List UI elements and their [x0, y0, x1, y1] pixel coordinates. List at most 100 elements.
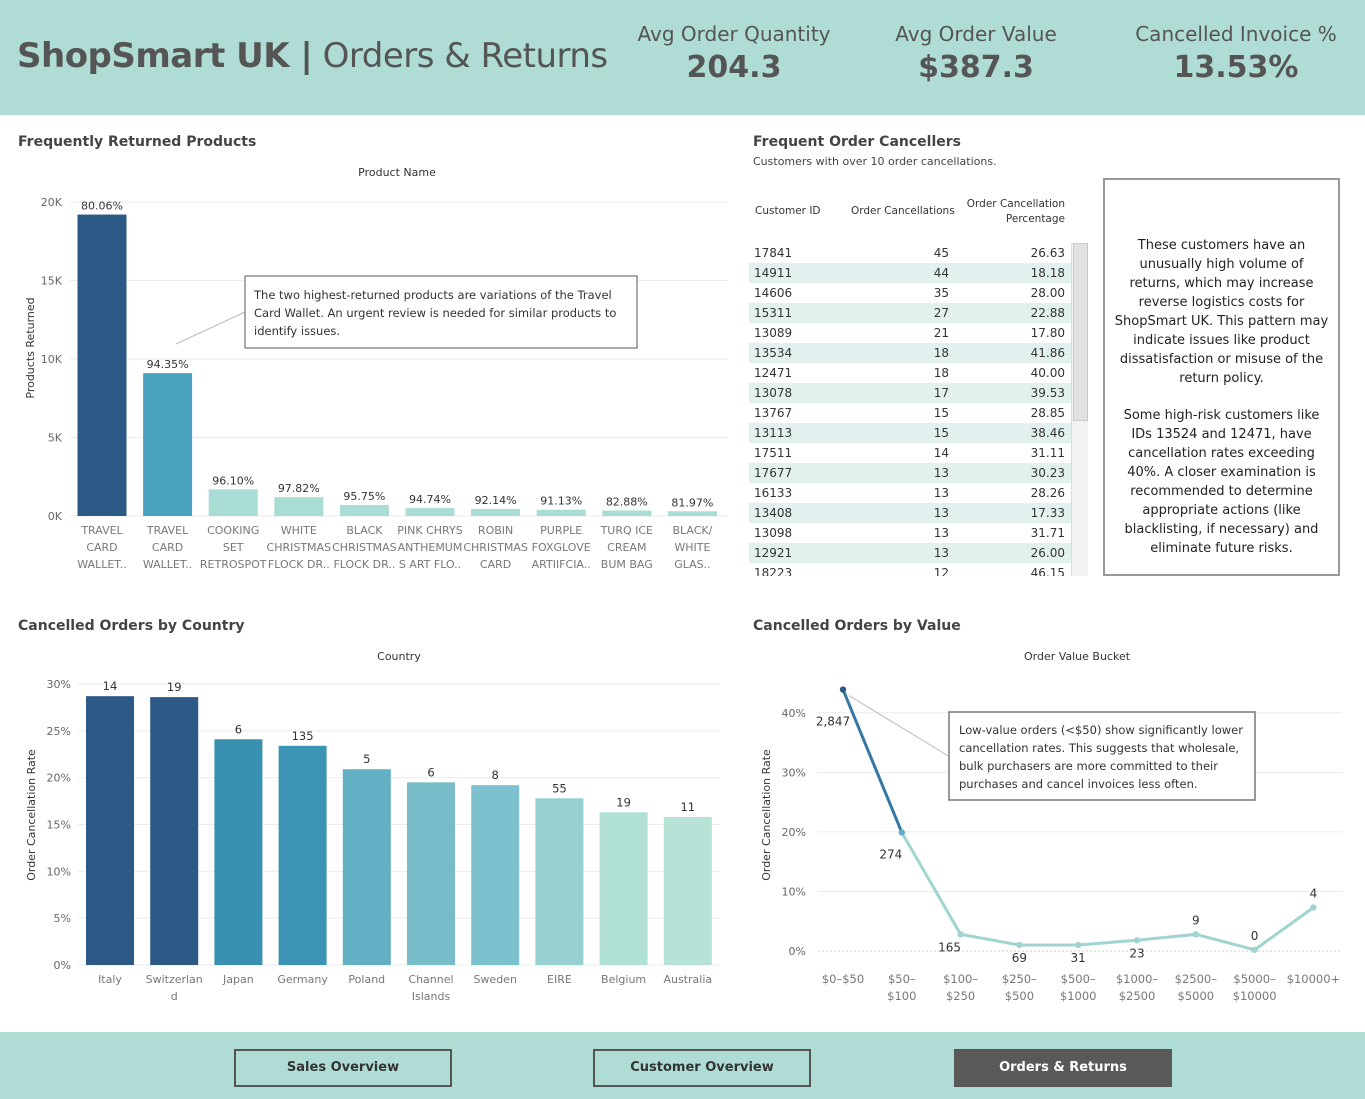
- bar: [535, 798, 584, 965]
- footer-nav: Sales Overview Customer Overview Orders …: [0, 1032, 1365, 1099]
- cell-customer-id: 15311: [754, 306, 793, 320]
- x-tick-label: TRAVEL CARD WALLET..: [77, 524, 126, 571]
- annotation-leader: [848, 695, 951, 758]
- bar: [274, 497, 324, 516]
- value-chart: Order Value Bucket Order Cancellation Rat…: [760, 650, 1342, 1003]
- y-tick-label: 30%: [47, 678, 71, 691]
- x-tick-label: Belgium: [601, 973, 646, 986]
- cell-cancellation-pct: 17.80: [1030, 326, 1065, 340]
- annotation-box: [948, 711, 1256, 801]
- data-label: 23: [1129, 946, 1144, 960]
- scrollbar-thumb[interactable]: [1073, 243, 1088, 421]
- cell-cancellation-pct: 28.00: [1030, 286, 1065, 300]
- cell-customer-id: 13113: [754, 426, 793, 440]
- cell-customer-id: 17677: [754, 466, 793, 480]
- cell-cancellation-pct: 31.11: [1030, 446, 1065, 460]
- cell-cancellation-pct: 38.46: [1030, 426, 1065, 440]
- cell-cancellations: 45: [933, 246, 949, 260]
- line-segment: [1076, 938, 1139, 947]
- cell-cancellation-pct: 18.18: [1030, 266, 1065, 280]
- data-label: 91.13%: [540, 495, 582, 508]
- line-segment: [1135, 932, 1198, 942]
- annotation-leader: [175, 311, 246, 345]
- y-tick-label: 20%: [47, 772, 71, 785]
- bar: [471, 785, 520, 965]
- x-tick-label: COOKING SET RETROSPOT: [200, 524, 267, 571]
- y-tick-label: 20%: [782, 826, 806, 839]
- y-tick-label: 5K: [48, 432, 63, 445]
- bar: [150, 697, 199, 965]
- x-tick-label: EIRE: [547, 973, 572, 986]
- returned-products-chart: Product Name Products Returned 0K 5K 10K 15K 2…: [24, 166, 728, 571]
- y-tick-label: 25%: [47, 725, 71, 738]
- table-scrollbar[interactable]: [1071, 243, 1088, 576]
- table-row: 13089 21 17.80: [749, 323, 1071, 343]
- data-label: 4: [1310, 887, 1318, 901]
- data-label: 96.10%: [212, 474, 254, 487]
- line-segment: [959, 932, 1021, 947]
- cell-customer-id: 12471: [754, 366, 793, 380]
- line-segment: [1253, 906, 1315, 952]
- x-tick-label: $2500– $5000: [1175, 972, 1218, 1003]
- cell-cancellations: 12: [933, 566, 949, 576]
- cell-cancellations: 18: [933, 346, 949, 360]
- cancellers-table: 17841 45 26.63 14911 44 18.18 14606 35 28.00 1531…: [749, 243, 1071, 576]
- data-point: [898, 829, 905, 836]
- table-row: 13113 15 38.46: [749, 423, 1071, 443]
- bar: [602, 510, 652, 516]
- table-row: 18223 12 46.15: [749, 563, 1071, 576]
- cell-customer-id: 13078: [754, 386, 793, 400]
- table-row: 13534 18 41.86: [749, 343, 1071, 363]
- cell-cancellations: 44: [933, 266, 949, 280]
- data-label: 97.82%: [278, 482, 320, 495]
- data-label: 14: [103, 679, 118, 693]
- data-point: [1310, 904, 1317, 911]
- data-label: 6: [235, 722, 242, 736]
- x-tick-label: TURQ ICE CREAM BUM BAG: [600, 524, 653, 571]
- cancellers-title: Frequent Order Cancellers: [753, 134, 961, 150]
- data-label: 9: [1192, 913, 1200, 927]
- x-tick-label: Switzerlan d: [146, 973, 203, 1003]
- x-tick-label: PURPLE FOXGLOVE ARTIIFCIA..: [532, 524, 591, 571]
- data-label: 94.74%: [409, 493, 451, 506]
- y-tick-label: 20K: [41, 196, 63, 209]
- col-header-cancellations: Order Cancellations: [851, 205, 955, 217]
- data-label: 82.88%: [606, 496, 648, 509]
- y-tick-label: 40%: [782, 707, 806, 720]
- x-tick-label: $500– $1000: [1060, 972, 1097, 1003]
- data-label: 80.06%: [81, 200, 123, 213]
- x-tick-label: PINK CHRYS ANTHEMUM S ART FLO..: [397, 524, 462, 571]
- nav-sales-overview-button[interactable]: Sales Overview: [234, 1049, 452, 1087]
- table-row: 17841 45 26.63: [749, 243, 1071, 263]
- title-section: Orders & Returns: [312, 36, 609, 76]
- y-axis-title: Order Cancellation Rate: [760, 749, 773, 881]
- bar: [599, 812, 648, 965]
- data-label: 55: [552, 781, 567, 795]
- x-tick-label: Japan: [222, 973, 254, 986]
- table-row: 14606 35 28.00: [749, 283, 1071, 303]
- data-label: 165: [938, 940, 961, 954]
- x-tick-label: BLACK/WHITE GLAS..: [672, 524, 712, 571]
- x-tick-label: $0–$50: [822, 972, 864, 986]
- cell-customer-id: 18223: [754, 566, 793, 576]
- title-brand: ShopSmart UK |: [17, 36, 313, 76]
- data-point: [1075, 941, 1082, 949]
- cell-cancellations: 13: [933, 486, 949, 500]
- table-row: 13098 13 31.71: [749, 523, 1071, 543]
- kpi-avg-order-value: Avg Order Value $387.3: [856, 22, 1096, 85]
- data-point: [839, 686, 847, 693]
- y-tick-label: 0%: [54, 959, 71, 972]
- line-segment: [841, 688, 904, 834]
- nav-orders-returns-button[interactable]: Orders & Returns: [954, 1049, 1172, 1087]
- cancellers-note: These customers have an unusually high v…: [1103, 178, 1340, 576]
- cell-cancellation-pct: 28.85: [1030, 406, 1065, 420]
- cell-cancellation-pct: 46.15: [1030, 566, 1065, 576]
- cell-customer-id: 14911: [754, 266, 793, 280]
- col-header-customer-id: Customer ID: [755, 205, 821, 217]
- data-label: 19: [616, 795, 631, 809]
- bar: [667, 511, 717, 516]
- bar: [214, 739, 263, 965]
- nav-customer-overview-button[interactable]: Customer Overview: [593, 1049, 811, 1087]
- table-row: 13767 15 28.85: [749, 403, 1071, 423]
- cell-cancellation-pct: 22.88: [1030, 306, 1065, 320]
